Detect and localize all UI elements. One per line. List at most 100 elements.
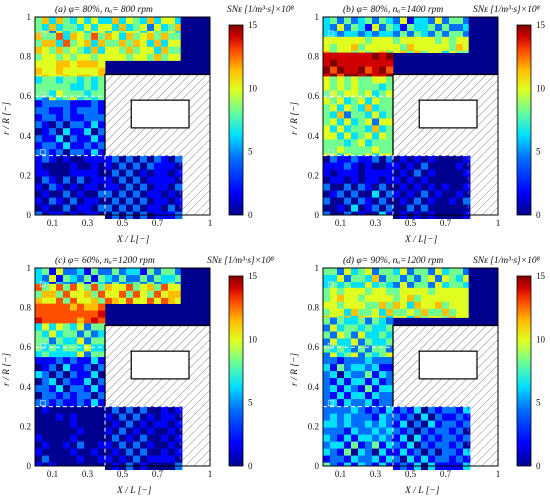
probe-marker	[397, 149, 404, 156]
contour-cell	[463, 455, 471, 463]
contour-cell	[372, 66, 380, 74]
contour-cell	[400, 190, 408, 198]
x-tick-labels: 0.1 0.3 0.5 0.7 1	[47, 469, 212, 479]
contour-cell	[372, 420, 380, 428]
contour-cell	[56, 190, 64, 198]
contour-cell	[421, 24, 429, 32]
contour-cell	[35, 378, 43, 386]
contour-cell	[442, 413, 450, 421]
contour-cell	[323, 462, 331, 467]
contour-cell	[372, 275, 380, 283]
contour-cell	[379, 345, 387, 353]
contour-cell	[84, 337, 92, 345]
contour-cell	[42, 420, 50, 428]
y-tick-label: 0.2	[20, 421, 31, 431]
contour-cell	[91, 46, 99, 55]
contour-cell	[105, 275, 113, 283]
contour-cell	[323, 364, 331, 372]
contour-cell	[133, 32, 141, 41]
contour-cell	[463, 294, 469, 303]
contour-cell	[175, 297, 181, 304]
contour-cell	[414, 169, 422, 177]
contour-cell	[435, 43, 443, 52]
contour-cell	[428, 448, 436, 456]
contour-cell	[358, 162, 366, 170]
contour-cell	[358, 268, 366, 276]
contour-cell	[358, 97, 366, 105]
contour-cell	[49, 357, 57, 365]
contour-cell	[91, 275, 99, 283]
contour-cell	[344, 331, 352, 339]
contour-cell	[105, 290, 113, 299]
contour-cell	[42, 32, 50, 41]
contour-cell	[323, 204, 331, 212]
contour-cell	[63, 142, 71, 150]
contour-cell	[70, 378, 78, 386]
contour-cell	[70, 17, 78, 25]
contour-cell	[407, 420, 415, 428]
contour-cell	[351, 169, 359, 177]
contour-cell	[330, 111, 338, 119]
contour-cell	[56, 142, 64, 150]
contour-cell	[56, 135, 64, 143]
contour-cell	[63, 392, 71, 400]
contour-cell	[84, 128, 92, 136]
contour-cell	[379, 24, 387, 32]
contour-cell	[365, 36, 373, 45]
contour-cell	[77, 406, 85, 414]
contour-cell	[63, 121, 71, 129]
contour-cell	[449, 441, 457, 449]
contour-cell	[456, 455, 464, 463]
contour-cell	[379, 282, 387, 289]
contour-cell	[358, 90, 366, 98]
contour-cell	[463, 268, 469, 276]
contour-cell	[449, 183, 457, 191]
contour-cell	[407, 406, 415, 414]
contour-cell	[70, 204, 78, 212]
contour-cell	[323, 50, 331, 53]
contour-cell	[98, 290, 106, 299]
contour-band	[35, 268, 181, 285]
contour-cell	[442, 434, 450, 442]
contour-cell	[330, 155, 338, 163]
contour-cell	[337, 176, 345, 184]
contour-cell	[119, 455, 127, 463]
contour-cell	[407, 190, 415, 198]
contour-cell	[140, 155, 148, 163]
contour-cell	[351, 36, 359, 45]
contour-cell	[35, 413, 43, 421]
contour-cell	[70, 169, 78, 177]
contour-cell	[358, 183, 366, 191]
contour-cell	[323, 338, 331, 346]
contour-cell	[98, 162, 106, 170]
inner-window	[418, 99, 478, 129]
contour-cell	[56, 357, 64, 365]
contour-cell	[344, 448, 352, 456]
contour-cell	[91, 297, 99, 304]
contour-cell	[49, 413, 57, 421]
contour-cell	[42, 204, 50, 212]
contour-cell	[351, 399, 359, 407]
contour-cell	[344, 66, 352, 74]
contour-cell	[407, 441, 415, 449]
contour-cell	[91, 90, 99, 98]
contour-cell	[463, 434, 471, 442]
contour-cell	[112, 275, 120, 283]
contour-cell	[84, 455, 92, 463]
contour-cell	[84, 462, 92, 467]
contour-cell	[372, 211, 380, 216]
y-axis-label: r / R [−]	[290, 102, 300, 135]
contour-cell	[140, 17, 148, 25]
x-axis-label: X / L [−]	[116, 486, 152, 496]
contour-cell	[449, 197, 457, 205]
contour-cell	[70, 351, 78, 358]
contour-cell	[337, 17, 345, 25]
contour-cell	[351, 50, 359, 53]
contour-cell	[49, 60, 57, 68]
probe-marker	[327, 400, 334, 407]
contour-cell	[35, 97, 43, 101]
contour-cell	[379, 392, 387, 400]
contour-cell	[98, 169, 106, 177]
contour-cell	[77, 337, 85, 345]
x-tick-label: 0.3	[370, 469, 382, 479]
